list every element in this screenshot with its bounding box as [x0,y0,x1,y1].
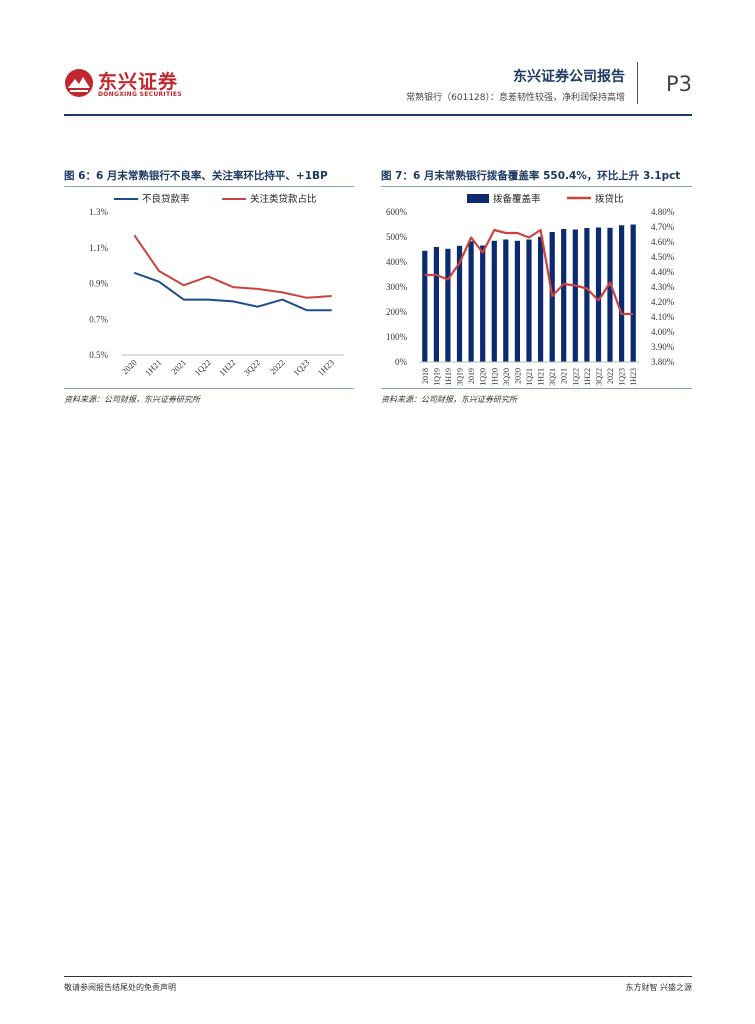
y-right-tick-label: 4.60% [651,237,675,247]
y-right-tick-label: 4.10% [651,312,675,322]
figure6-source-rule [64,388,354,389]
report-title: 东兴证券公司报告 [513,69,625,85]
figure7-title-rule [381,186,692,187]
y-tick-label: 1.3% [89,207,108,217]
footer-disclaimer: 敬请参阅报告结尾处的免责声明 [64,983,176,992]
figure6-title-rule [64,186,354,187]
logo-text: 东兴证券 [98,71,179,93]
report-subtitle: 常熟银行（601128）：息差韧性较强，净利润保持高增 [406,93,625,103]
y-right-tick-label: 3.90% [651,342,675,352]
bar [607,227,613,363]
legend-label-line: 拨贷比 [595,193,624,205]
bar [538,236,544,363]
x-tick-label: 1Q21 [525,368,534,386]
series-line-provision-ratio [424,228,634,316]
series-line-1 [133,271,332,312]
x-tick-label: 1H23 [629,368,638,386]
x-tick-label: 1H21 [143,357,163,377]
y-tick-label: 0.7% [89,314,108,324]
legend-swatch-bar [467,194,489,203]
y-right-tick-label: 4.50% [651,252,675,262]
figure6-chart: 不良贷款率 关注类贷款占比 1.3% 1.1% 0.9% 0.7% 0.5% 2020 1H21… [89,193,344,378]
figure6-title: 图 6：6 月末常熟银行不良率、关注率环比持平、+1BP [64,170,328,182]
x-tick-label: 1Q22 [192,357,212,377]
series-line-2 [133,234,332,299]
x-tick-label: 1H22 [217,357,237,377]
y-left-tick-label: 600% [386,207,408,217]
page-number: P3 [666,72,693,96]
bar [433,247,439,362]
x-tick-label: 2018 [421,368,430,384]
legend-label-1: 不良贷款率 [142,193,190,205]
x-tick-label: 3Q20 [502,368,511,386]
y-right-tick-label: 4.20% [651,297,675,307]
bar [619,225,625,363]
x-tick-label: 1Q19 [432,368,441,386]
bar [514,240,520,363]
x-tick-label: 2020 [120,357,139,376]
y-left-tick-label: 500% [386,232,408,242]
figure6-source: 资料来源：公司财报，东兴证券研究所 [64,395,200,404]
figure7-source-rule [381,388,692,389]
header-rule [64,114,692,116]
y-left-tick-label: 200% [386,307,408,317]
bar [456,245,463,363]
x-tick-label: 2021 [169,357,188,376]
x-tick-label: 3Q21 [548,368,557,386]
y-right-tick-label: 4.40% [651,267,675,277]
bar [630,224,636,362]
bar [468,241,474,362]
bar [526,239,532,362]
y-right-tick-label: 4.00% [651,327,675,337]
x-tick-label: 1H20 [490,368,499,386]
x-tick-label: 2022 [606,368,615,384]
bar [584,228,590,362]
y-left-tick-label: 400% [386,257,408,267]
footer-rule [64,976,692,977]
x-tick-label: 2022 [268,357,287,376]
x-tick-label: 2020 [513,368,522,384]
y-right-tick-label: 4.70% [651,222,675,232]
y-left-tick-label: 100% [386,332,408,342]
footer-slogan: 东方财智 兴盛之源 [625,983,692,992]
x-tick-label: 1H19 [444,368,453,386]
x-tick-label: 3Q22 [594,368,603,386]
bar [445,248,451,363]
bar [491,240,497,363]
figure7-source: 资料来源：公司财报，东兴证券研究所 [381,395,517,404]
bar [572,229,578,362]
logo-english-text: DONGXING SECURITIES [98,91,182,98]
y-tick-label: 0.5% [89,350,108,360]
y-right-tick-label: 3.80% [651,357,675,367]
y-right-tick-label: 4.80% [651,207,675,217]
bar [480,245,486,362]
bar [595,227,602,362]
x-tick-label: 1Q23 [618,368,627,386]
y-left-tick-label: 300% [386,282,408,292]
bar [561,229,567,362]
x-tick-label: 1H23 [316,357,336,377]
legend-label-bar: 拨备覆盖率 [493,193,541,205]
bar [422,250,428,363]
x-tick-label: 1Q23 [291,357,311,377]
x-tick-label: 1H21 [537,368,546,386]
x-tick-label: 1Q20 [479,368,488,386]
company-logo-icon [65,69,93,97]
x-tick-label: 3Q19 [456,368,465,386]
y-tick-label: 0.9% [89,279,108,289]
x-tick-label: 2019 [467,368,476,384]
y-right-tick-label: 4.30% [651,282,675,292]
x-tick-label: 3Q22 [242,357,262,377]
x-tick-label: 1H22 [583,368,592,386]
y-tick-label: 1.1% [89,243,108,253]
figure7-chart: 拨备覆盖率 拨贷比 600% 500% 400% 300% 200% 100% 0% 4.80% 4… [386,193,675,386]
y-left-tick-label: 0% [395,357,408,367]
x-tick-label: 1Q22 [571,368,580,386]
figure7-title: 图 7：6 月末常熟银行拨备覆盖率 550.4%，环比上升 3.1pct [381,170,681,182]
x-tick-label: 2021 [560,368,569,384]
header-divider [637,62,638,104]
legend-label-2: 关注类贷款占比 [250,193,317,205]
bar [503,239,509,362]
